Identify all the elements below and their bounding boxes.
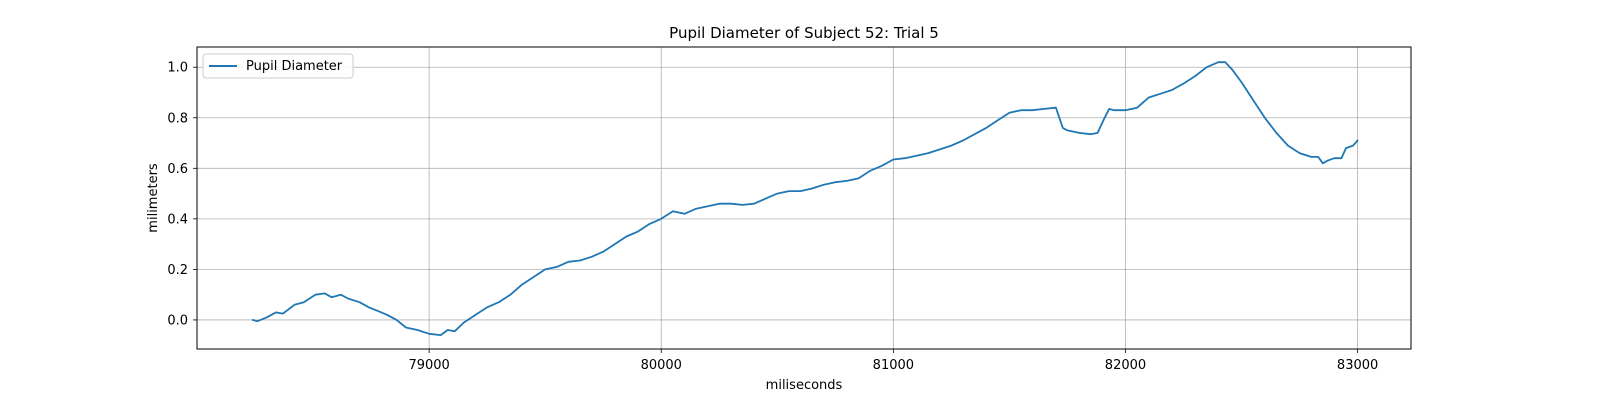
legend-box (202, 53, 354, 79)
chart-title: Pupil Diameter of Subject 52: Trial 5 (669, 24, 939, 42)
x-axis: 79000 80000 81000 82000 83000 (408, 349, 1378, 373)
y-tick-label: 0.6 (167, 162, 188, 177)
y-tick-label: 0.8 (167, 111, 188, 126)
y-tick-label: 1.0 (167, 61, 188, 76)
x-tick-label: 82000 (1105, 358, 1146, 373)
y-tick-label: 0.0 (167, 313, 188, 328)
series-line-pupil-diameter (251, 61, 1359, 336)
x-tick-label: 81000 (873, 358, 914, 373)
legend-label-pupil-diameter: Pupil Diameter (246, 59, 343, 74)
x-axis-label: miliseconds (766, 378, 843, 393)
y-axis: 0.0 0.2 0.4 0.6 0.8 1.0 (167, 61, 197, 328)
y-axis-label: milimeters (146, 163, 161, 233)
series-layer (251, 61, 1359, 336)
x-tick-label: 83000 (1337, 358, 1378, 373)
plot-frame (196, 46, 1412, 350)
grid (197, 47, 1411, 349)
x-tick-label: 79000 (408, 358, 449, 373)
y-tick-label: 0.2 (167, 263, 188, 278)
legend: Pupil Diameter (202, 53, 354, 79)
x-tick-label: 80000 (641, 358, 682, 373)
y-tick-label: 0.4 (167, 212, 188, 227)
